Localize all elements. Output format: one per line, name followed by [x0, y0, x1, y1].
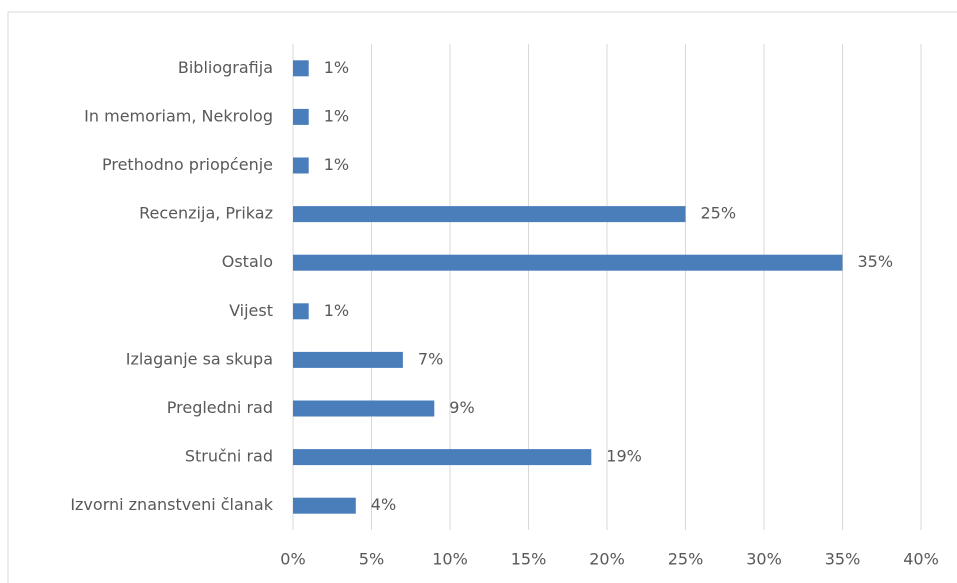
x-tick-label: 40%: [903, 550, 939, 569]
x-tick-label: 5%: [359, 550, 384, 569]
bar: [293, 206, 686, 223]
x-tick-label: 0%: [280, 550, 305, 569]
y-tick-label: Recenzija, Prikaz: [139, 204, 273, 223]
data-label: 4%: [371, 495, 396, 514]
y-tick-label: Pregledni rad: [167, 398, 273, 417]
y-tick-label: Izvorni znanstveni članak: [70, 495, 273, 514]
y-tick-label: Prethodno priopćenje: [102, 155, 273, 174]
data-label: 1%: [324, 301, 349, 320]
data-label: 1%: [324, 58, 349, 77]
x-tick-label: 25%: [668, 550, 704, 569]
data-label: 35%: [858, 252, 894, 271]
bar: [293, 60, 309, 77]
x-tick-label: 15%: [511, 550, 547, 569]
y-tick-label: Vijest: [229, 301, 273, 320]
data-label: 25%: [701, 204, 737, 223]
chart-border: [7, 11, 957, 583]
y-tick-label: In memoriam, Nekrolog: [84, 106, 273, 125]
y-tick-label: Ostalo: [222, 252, 273, 271]
bar: [293, 400, 435, 417]
y-tick-label: Stručni rad: [185, 447, 273, 466]
data-label: 9%: [449, 398, 474, 417]
bar: [293, 157, 309, 174]
data-label: 1%: [324, 155, 349, 174]
x-tick-label: 10%: [432, 550, 468, 569]
bar: [293, 254, 843, 271]
bar: [293, 449, 592, 466]
y-tick-label: Bibliografija: [178, 58, 273, 77]
bar: [293, 351, 403, 368]
y-tick-label: Izlaganje sa skupa: [126, 349, 273, 368]
bar: [293, 303, 309, 320]
data-label: 7%: [418, 349, 443, 368]
x-tick-label: 30%: [746, 550, 782, 569]
data-label: 1%: [324, 106, 349, 125]
bar: [293, 108, 309, 125]
bar: [293, 497, 356, 514]
x-tick-label: 20%: [589, 550, 625, 569]
x-tick-label: 35%: [825, 550, 861, 569]
data-label: 19%: [606, 447, 642, 466]
